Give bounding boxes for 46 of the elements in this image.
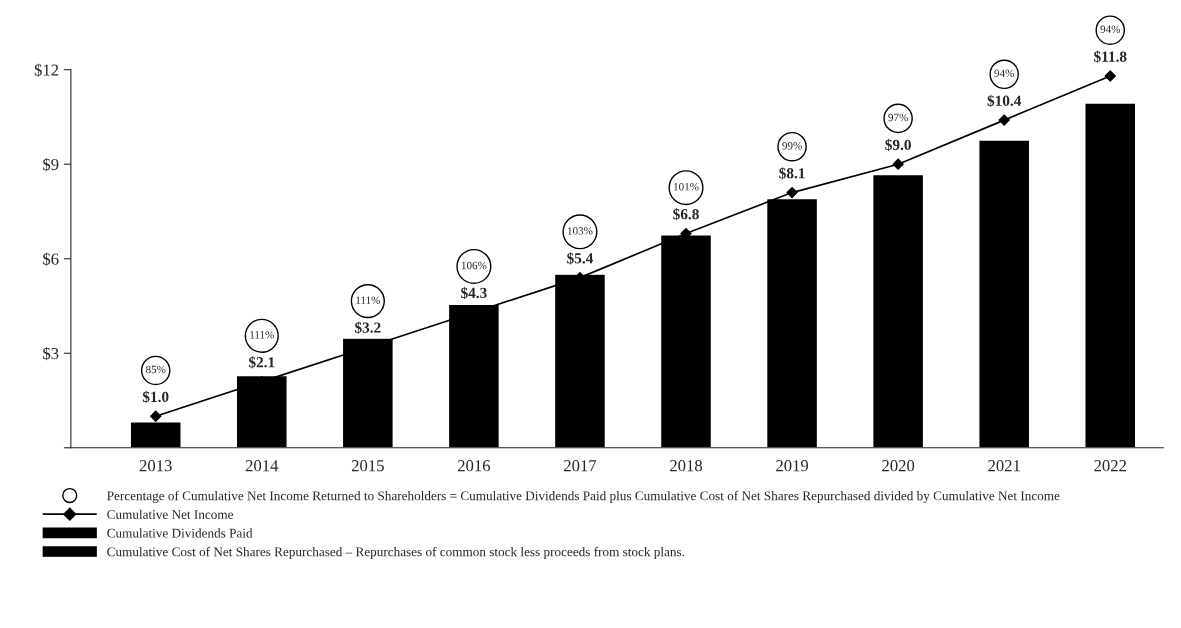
annotation: 101%	[674, 182, 699, 191]
annotation: 85%	[145, 365, 166, 374]
point	[998, 114, 1010, 126]
legend-label: Cumulative Net Income	[107, 509, 234, 519]
annotation: 111%	[356, 296, 380, 304]
data-label: $6.8	[673, 208, 699, 221]
annotation: 94%	[994, 69, 1014, 78]
text: Percentage of Cumulative Net Income Returned to Shareholders = Cumulative Dividends Paid plus Cumulative Cost of Net Shares Repurchased divided by Cumulative Net Income	[107, 490, 1060, 503]
x-tick-label: 2019	[776, 460, 809, 472]
x-tick-label: 2020	[882, 460, 915, 472]
data-label: $8.1	[779, 167, 805, 180]
x-tick-label: 2018	[670, 460, 703, 472]
annotation: 106%	[461, 261, 487, 270]
point	[1104, 70, 1116, 82]
annotation: 111%	[250, 331, 274, 339]
data-label: $4.3	[461, 286, 487, 300]
x-tick-label: 2021	[988, 460, 1020, 472]
data-label: $5.4	[567, 252, 594, 265]
annotation: 99%	[782, 142, 802, 150]
data-label: $1.0	[142, 390, 169, 404]
x-tick-label: 2013	[139, 460, 172, 472]
bar	[978, 139, 1031, 448]
point	[786, 186, 798, 199]
y-tick-label: $9	[43, 157, 59, 172]
x-tick-label: 2016	[457, 460, 491, 472]
y-tick-label: $3	[43, 346, 59, 361]
annotation: 103%	[567, 227, 593, 235]
text: 94%	[1100, 25, 1121, 33]
x-tick-label: 2022	[1094, 460, 1126, 472]
data-label: $10.4	[987, 94, 1022, 107]
bar	[871, 173, 925, 448]
bar	[1084, 102, 1137, 448]
text: Cumulative Cost of Net Shares Repurchased – Repurchases of common stock less proceeds from stock plans.	[107, 546, 685, 559]
annotation: 97%	[888, 113, 908, 122]
data-label: $9.0	[885, 138, 911, 152]
text: Cumulative Dividends Paid	[107, 528, 253, 538]
y-tick-label: $6	[43, 252, 59, 266]
x-tick-label: 2014	[245, 460, 279, 472]
point	[150, 410, 162, 422]
point	[892, 158, 904, 170]
x-tick-label: 2015	[351, 460, 384, 472]
data-label: $3.2	[355, 321, 381, 334]
data-label: $11.8	[1094, 50, 1127, 63]
data-label: $2.1	[248, 356, 275, 369]
y-tick-label: $12	[34, 63, 59, 77]
x-tick-label: 2017	[564, 460, 597, 472]
